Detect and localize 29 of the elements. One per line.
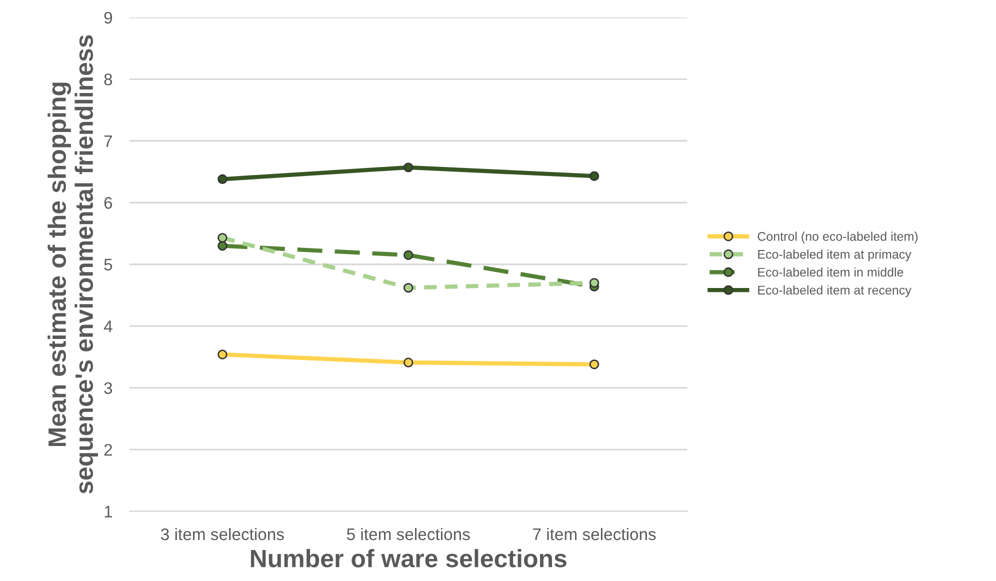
point [404, 162, 414, 172]
point [404, 282, 414, 293]
y-tick-label: 2 [104, 444, 112, 456]
x-tick-label: 7 item selections [533, 528, 656, 540]
point [404, 358, 414, 368]
x-tick-label: 3 item selections [161, 528, 284, 540]
x-axis-title: Number of ware selections [250, 549, 566, 568]
point [589, 171, 600, 181]
y-axis-title: Mean estimate of the shopping sequence's environmental friendliness [48, 35, 98, 494]
y-tick-label: 7 [104, 135, 112, 147]
point [218, 350, 228, 360]
point [589, 278, 600, 288]
y-tick-label: 1 [104, 506, 112, 518]
legend-label: Control (no eco-labeled item) [758, 232, 918, 244]
y-tick-label: 9 [104, 12, 112, 24]
point [218, 232, 228, 243]
legend-label: Eco-labeled item at recency [758, 285, 912, 298]
x-tick-label: 5 item selections [346, 528, 470, 540]
point [218, 240, 228, 251]
y-tick-label: 8 [104, 74, 112, 86]
point [218, 174, 228, 184]
y-tick-label: 3 [104, 382, 112, 394]
legend-label: Eco-labeled item at primacy [758, 250, 912, 262]
y-tick-label: 4 [104, 320, 112, 332]
legend-label: Eco-labeled item in middle [758, 267, 904, 277]
y-tick-label: 5 [104, 258, 112, 271]
y-tick-label: 6 [104, 197, 112, 209]
point [589, 360, 600, 370]
point [404, 250, 414, 260]
